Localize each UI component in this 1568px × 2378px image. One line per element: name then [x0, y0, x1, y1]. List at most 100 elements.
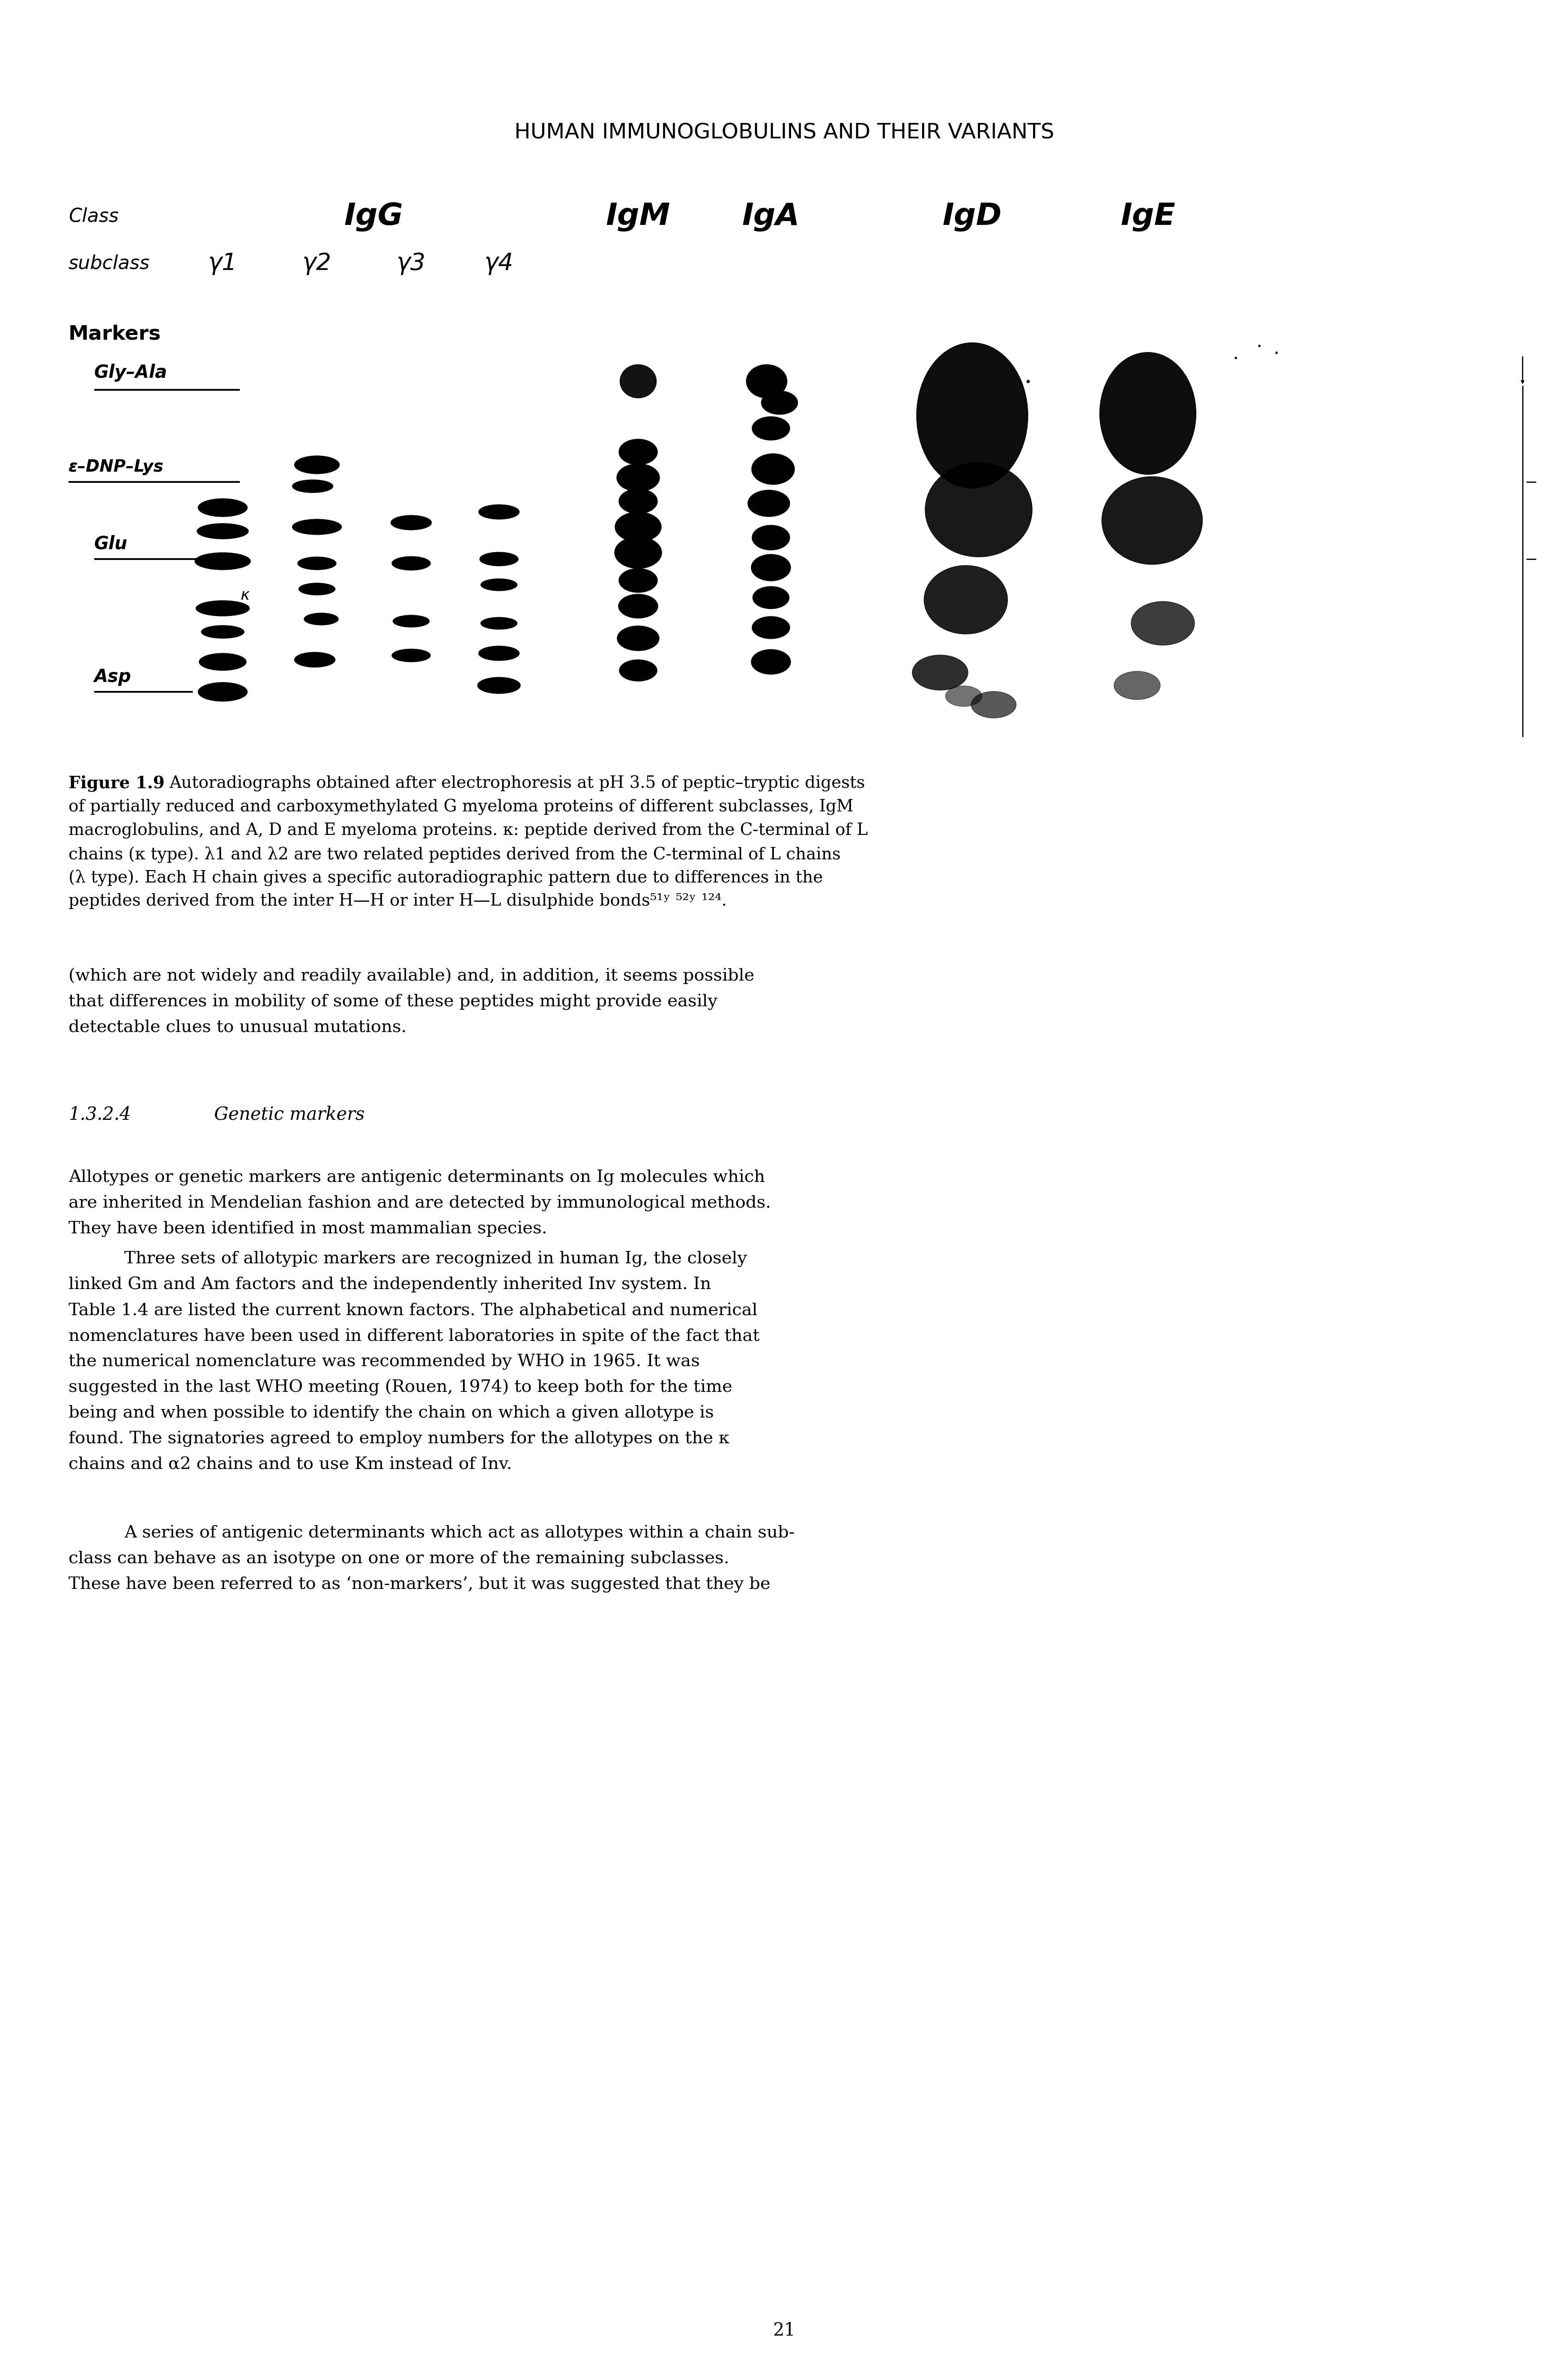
Text: subclass: subclass — [69, 254, 151, 273]
Text: of partially reduced and carboxymethylated G myeloma proteins of different subcl: of partially reduced and carboxymethylat… — [69, 799, 853, 816]
Ellipse shape — [751, 454, 795, 485]
Text: suggested in the last WHO meeting (Rouen, 1974) to keep both for the time: suggested in the last WHO meeting (Rouen… — [69, 1379, 732, 1396]
Text: linked Gm and Am factors and the independently inherited Inv system. In: linked Gm and Am factors and the indepen… — [69, 1277, 710, 1294]
Text: nomenclatures have been used in different laboratories in spite of the fact that: nomenclatures have been used in differen… — [69, 1327, 759, 1344]
Ellipse shape — [615, 511, 662, 542]
Ellipse shape — [925, 464, 1032, 556]
Ellipse shape — [618, 625, 659, 652]
Ellipse shape — [198, 499, 248, 516]
Ellipse shape — [760, 390, 798, 414]
Text: that differences in mobility of some of these peptides might provide easily: that differences in mobility of some of … — [69, 994, 717, 1011]
Ellipse shape — [392, 556, 430, 571]
Ellipse shape — [394, 616, 430, 628]
Text: Glu: Glu — [94, 535, 127, 554]
Ellipse shape — [619, 659, 657, 680]
Ellipse shape — [619, 364, 655, 397]
Ellipse shape — [913, 654, 967, 690]
Ellipse shape — [298, 583, 336, 594]
Text: Allotypes or genetic markers are antigenic determinants on Ig molecules which: Allotypes or genetic markers are antigen… — [69, 1170, 765, 1187]
Text: IgA: IgA — [742, 202, 800, 231]
Ellipse shape — [924, 566, 1007, 635]
Ellipse shape — [201, 625, 245, 637]
Text: Three sets of allotypic markers are recognized in human Ig, the closely: Three sets of allotypic markers are reco… — [124, 1251, 746, 1267]
Ellipse shape — [196, 602, 249, 616]
Ellipse shape — [753, 587, 789, 609]
Text: detectable clues to unusual mutations.: detectable clues to unusual mutations. — [69, 1020, 406, 1034]
Ellipse shape — [198, 682, 248, 702]
Text: being and when possible to identify the chain on which a given allotype is: being and when possible to identify the … — [69, 1405, 713, 1422]
Ellipse shape — [1099, 352, 1196, 476]
Text: IgG: IgG — [343, 202, 403, 231]
Ellipse shape — [298, 556, 336, 571]
Text: 1.3.2.4: 1.3.2.4 — [69, 1106, 130, 1122]
Ellipse shape — [753, 416, 790, 440]
Text: γ4: γ4 — [485, 252, 513, 276]
Text: the numerical nomenclature was recommended by WHO in 1965. It was: the numerical nomenclature was recommend… — [69, 1353, 699, 1370]
Text: Genetic markers: Genetic markers — [215, 1106, 364, 1122]
Text: γ3: γ3 — [397, 252, 425, 276]
Text: ε–DNP–Lys: ε–DNP–Lys — [69, 459, 163, 476]
Text: (λ type). Each H chain gives a specific autoradiographic pattern due to differen: (λ type). Each H chain gives a specific … — [69, 870, 823, 887]
Ellipse shape — [478, 504, 519, 518]
Ellipse shape — [751, 554, 790, 580]
Text: IgE: IgE — [1120, 202, 1174, 231]
Ellipse shape — [616, 464, 660, 492]
Text: A series of antigenic determinants which act as allotypes within a chain sub-: A series of antigenic determinants which… — [124, 1524, 795, 1541]
Text: Table 1.4 are listed the current known factors. The alphabetical and numerical: Table 1.4 are listed the current known f… — [69, 1303, 757, 1317]
Ellipse shape — [295, 652, 336, 668]
Ellipse shape — [481, 578, 517, 590]
Ellipse shape — [477, 678, 521, 694]
Text: macroglobulins, and A, D and E myeloma proteins. κ: peptide derived from the C-t: macroglobulins, and A, D and E myeloma p… — [69, 823, 867, 839]
Ellipse shape — [946, 685, 982, 706]
Text: Autoradiographs obtained after electrophoresis at pH 3.5 of peptic–tryptic diges: Autoradiographs obtained after electroph… — [169, 775, 866, 792]
Ellipse shape — [1113, 671, 1160, 699]
Text: These have been referred to as ‘non-markers’, but it was suggested that they be: These have been referred to as ‘non-mark… — [69, 1577, 770, 1593]
Ellipse shape — [304, 614, 339, 625]
Text: peptides derived from the inter H—H or inter H—L disulphide bonds⁵¹ʸ ⁵²ʸ ¹²⁴.: peptides derived from the inter H—H or i… — [69, 894, 726, 908]
Ellipse shape — [971, 692, 1016, 718]
Ellipse shape — [390, 516, 431, 530]
Text: They have been identified in most mammalian species.: They have been identified in most mammal… — [69, 1220, 547, 1237]
Ellipse shape — [916, 342, 1027, 487]
Text: HUMAN IMMUNOGLOBULINS AND THEIR VARIANTS: HUMAN IMMUNOGLOBULINS AND THEIR VARIANTS — [514, 124, 1054, 143]
Text: Gly–Ala: Gly–Ala — [94, 364, 168, 383]
Text: Class: Class — [69, 207, 119, 226]
Ellipse shape — [295, 457, 339, 473]
Ellipse shape — [392, 649, 430, 661]
Text: Markers: Markers — [69, 323, 162, 345]
Text: Figure 1.9: Figure 1.9 — [69, 775, 165, 792]
Text: chains and α2 chains and to use Km instead of Inv.: chains and α2 chains and to use Km inste… — [69, 1458, 511, 1472]
Text: (which are not widely and readily available) and, in addition, it seems possible: (which are not widely and readily availa… — [69, 968, 754, 984]
Ellipse shape — [748, 490, 790, 516]
Ellipse shape — [292, 518, 342, 535]
Text: γ1: γ1 — [209, 252, 237, 276]
Ellipse shape — [751, 649, 790, 675]
Ellipse shape — [198, 523, 248, 540]
Ellipse shape — [753, 616, 790, 640]
Ellipse shape — [619, 440, 657, 464]
Text: are inherited in Mendelian fashion and are detected by immunological methods.: are inherited in Mendelian fashion and a… — [69, 1196, 771, 1210]
Ellipse shape — [478, 647, 519, 661]
Ellipse shape — [199, 654, 246, 671]
Ellipse shape — [618, 594, 657, 618]
Ellipse shape — [1101, 476, 1203, 564]
Text: γ2: γ2 — [303, 252, 331, 276]
Text: κ: κ — [240, 587, 249, 602]
Text: class can behave as an isotype on one or more of the remaining subclasses.: class can behave as an isotype on one or… — [69, 1550, 729, 1567]
Text: Asp: Asp — [94, 668, 132, 685]
Ellipse shape — [615, 537, 662, 568]
Text: found. The signatories agreed to employ numbers for the allotypes on the κ: found. The signatories agreed to employ … — [69, 1432, 729, 1448]
Ellipse shape — [292, 480, 332, 492]
Ellipse shape — [480, 552, 517, 566]
Ellipse shape — [481, 618, 517, 630]
Ellipse shape — [194, 552, 251, 571]
Ellipse shape — [746, 364, 787, 397]
Text: 21: 21 — [773, 2321, 795, 2340]
Ellipse shape — [619, 568, 657, 592]
Ellipse shape — [619, 490, 657, 514]
Text: chains (κ type). λ1 and λ2 are two related peptides derived from the C-terminal : chains (κ type). λ1 and λ2 are two relat… — [69, 847, 840, 863]
Text: IgM: IgM — [605, 202, 670, 231]
Ellipse shape — [753, 526, 790, 549]
Text: IgD: IgD — [942, 202, 1002, 231]
Ellipse shape — [1131, 602, 1195, 644]
